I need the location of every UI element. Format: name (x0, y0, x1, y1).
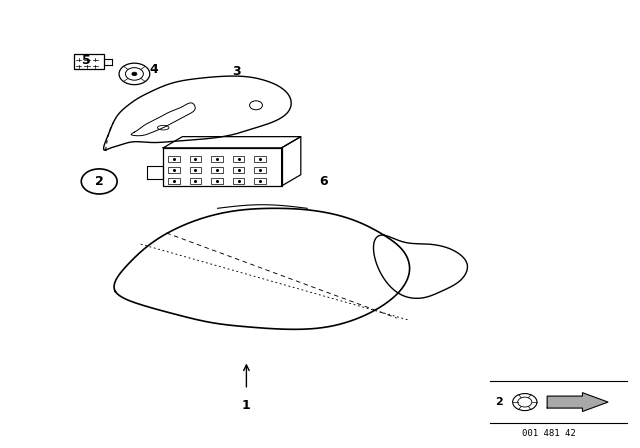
Bar (254, 178, 266, 184)
Bar (232, 178, 244, 184)
Circle shape (132, 72, 137, 76)
Bar (211, 178, 223, 184)
Bar (211, 156, 223, 162)
Bar (168, 167, 180, 173)
Bar (189, 178, 202, 184)
Text: 001 481 42: 001 481 42 (522, 429, 576, 438)
Text: 2: 2 (95, 175, 104, 188)
Text: 2: 2 (495, 397, 502, 407)
Text: 6: 6 (319, 175, 328, 188)
Bar (168, 156, 180, 162)
Polygon shape (547, 393, 608, 411)
Bar (168, 178, 180, 184)
Bar (232, 167, 244, 173)
Bar (232, 156, 244, 162)
Bar (189, 156, 202, 162)
Text: 3: 3 (232, 65, 241, 78)
Bar (254, 156, 266, 162)
Text: 4: 4 (149, 63, 158, 76)
Bar (163, 148, 282, 186)
Text: 5: 5 (82, 54, 91, 67)
Text: 1: 1 (242, 399, 251, 412)
Bar (254, 167, 266, 173)
Bar (211, 167, 223, 173)
Bar (189, 167, 202, 173)
